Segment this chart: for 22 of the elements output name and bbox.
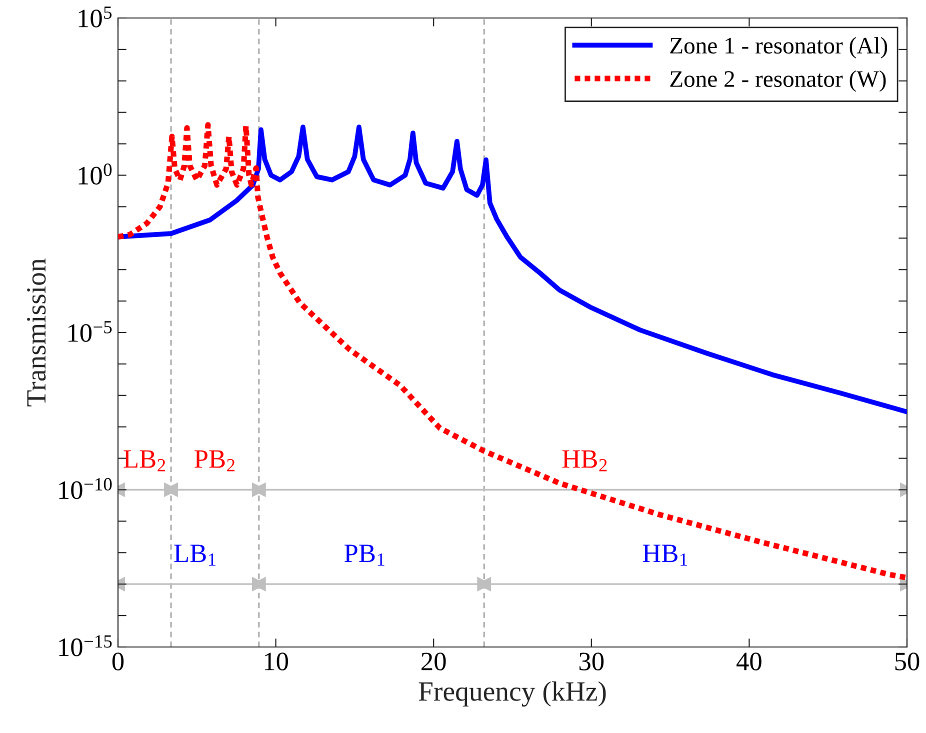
- line-series: [118, 124, 907, 414]
- x-axis-title: Frequency (kHz): [418, 681, 606, 707]
- annotation: HB$_{2}$: [562, 450, 607, 472]
- x-tick-label: 20: [422, 652, 446, 670]
- x-tick-label: 40: [736, 652, 762, 670]
- annotation: HB$_{1}$: [642, 544, 688, 566]
- legend-label: Zone 2 - resonator (W): [670, 70, 886, 92]
- annotation: PB$_{1}$: [344, 544, 384, 566]
- y-tick-label: 10$^{5}$: [78, 6, 112, 28]
- annotation: LB$_{1}$: [174, 544, 216, 566]
- x-tick-label: 30: [579, 652, 604, 670]
- y-tick-label: 10$^{−10}$: [59, 478, 112, 500]
- x-tick-label: 10: [264, 652, 288, 670]
- y-tick-label: 10$^{−5}$: [68, 321, 112, 342]
- x-tick-label: 50: [895, 652, 920, 670]
- y-tick-label: 10$^{−15}$: [59, 635, 112, 656]
- legend-label: Zone 1 - resonator (Al): [670, 37, 888, 58]
- x-tick-label: 0: [112, 652, 124, 670]
- y-axis-title: Transmission: [27, 258, 46, 406]
- y-tick-label: 10$^{0}$: [78, 164, 112, 185]
- annotation: LB$_{2}$: [124, 450, 166, 472]
- annotation: PB$_{2}$: [194, 450, 235, 472]
